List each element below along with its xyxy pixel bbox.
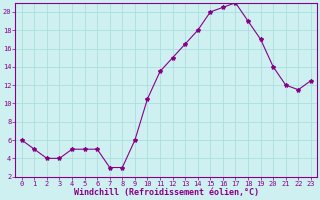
X-axis label: Windchill (Refroidissement éolien,°C): Windchill (Refroidissement éolien,°C) [74, 188, 259, 197]
